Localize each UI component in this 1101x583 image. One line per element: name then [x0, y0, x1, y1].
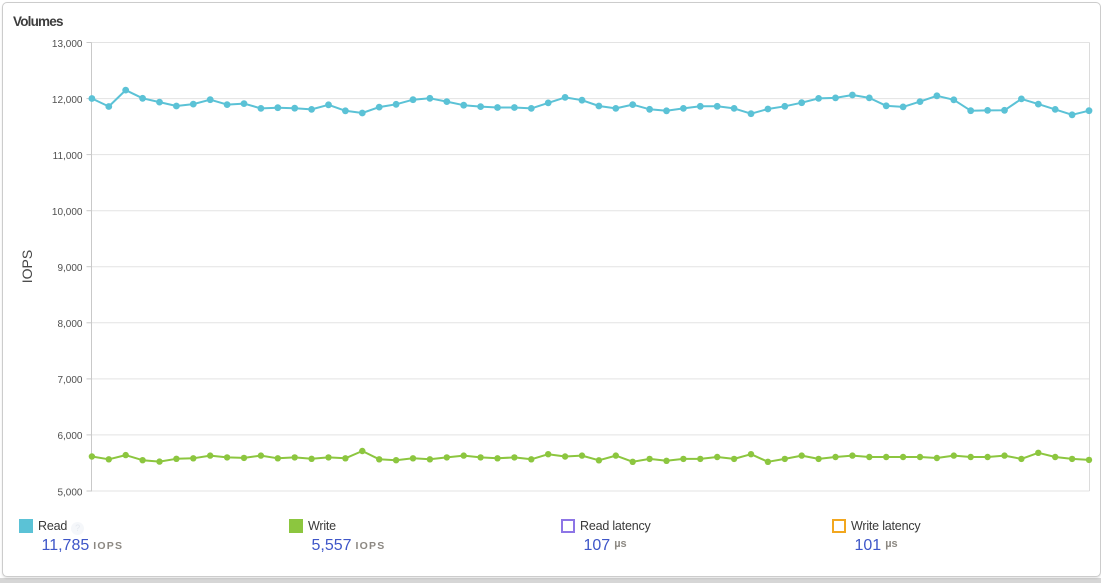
svg-text:12,000: 12,000 [52, 95, 83, 106]
svg-text:11,000: 11,000 [53, 151, 83, 162]
svg-text:7,000: 7,000 [57, 375, 82, 386]
svg-text:8,000: 8,000 [57, 319, 82, 330]
svg-text:IOPS: IOPS [19, 250, 35, 283]
svg-text:10,000: 10,000 [52, 207, 83, 218]
svg-text:13,000: 13,000 [52, 39, 83, 50]
svg-text:6,000: 6,000 [57, 431, 82, 442]
svg-text:9,000: 9,000 [57, 263, 82, 274]
svg-text:5,000: 5,000 [57, 487, 82, 498]
